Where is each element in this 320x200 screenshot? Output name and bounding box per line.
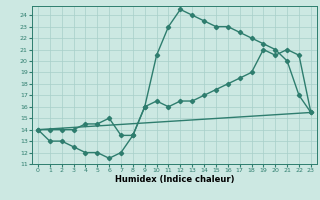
- X-axis label: Humidex (Indice chaleur): Humidex (Indice chaleur): [115, 175, 234, 184]
